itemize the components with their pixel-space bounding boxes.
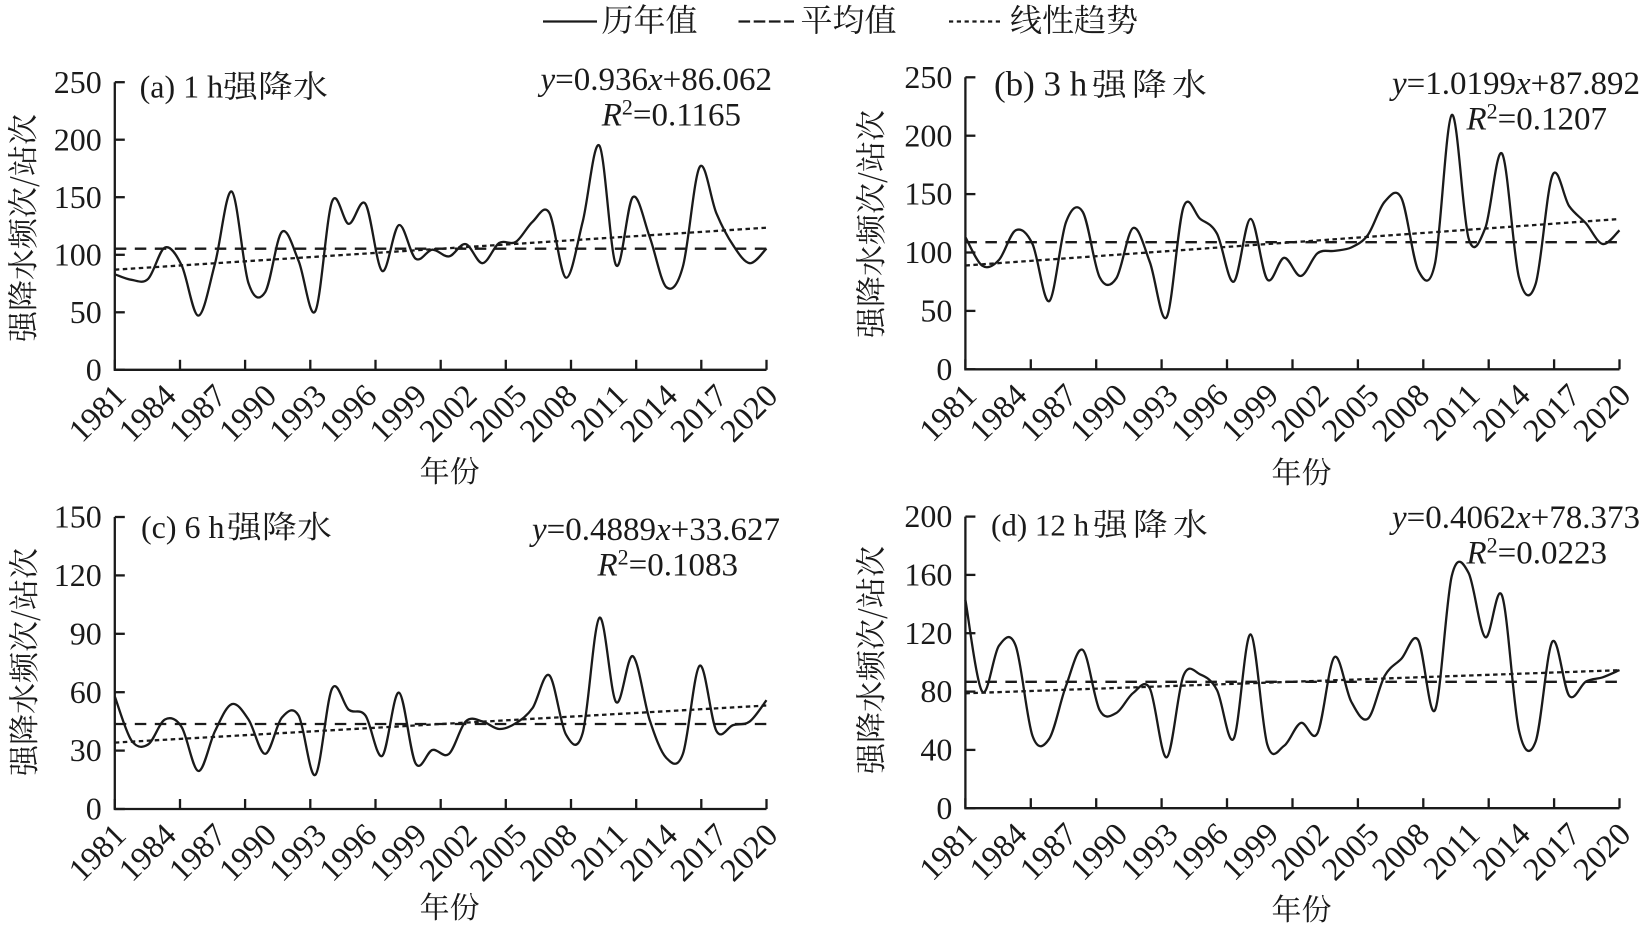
svg-text:250: 250 (54, 64, 102, 100)
svg-text:150: 150 (904, 176, 952, 212)
svg-text:50: 50 (70, 294, 102, 330)
svg-text:150: 150 (54, 179, 102, 215)
svg-text:R2=0.1165: R2=0.1165 (601, 95, 741, 134)
svg-text:150: 150 (54, 499, 102, 535)
svg-text:y=1.0199x+87.892: y=1.0199x+87.892 (1389, 66, 1640, 102)
svg-text:0: 0 (86, 791, 102, 827)
svg-text:y=0.4062x+78.373: y=0.4062x+78.373 (1389, 500, 1640, 536)
svg-text:160: 160 (904, 557, 952, 593)
svg-text:200: 200 (54, 121, 102, 157)
svg-text:120: 120 (904, 615, 952, 651)
svg-text:y=0.936x+86.062: y=0.936x+86.062 (537, 62, 772, 98)
svg-text:y=0.4889x+33.627: y=0.4889x+33.627 (529, 512, 780, 548)
svg-text:250: 250 (904, 59, 952, 95)
svg-text:200: 200 (904, 117, 952, 153)
svg-text:30: 30 (70, 732, 102, 768)
svg-text:0: 0 (936, 790, 952, 826)
svg-text:0: 0 (86, 351, 102, 387)
svg-text:(d) 12 h: (d) 12 h (991, 508, 1090, 543)
svg-text:80: 80 (920, 673, 952, 709)
svg-text:60: 60 (70, 674, 102, 710)
svg-text:R2=0.0223: R2=0.0223 (1465, 533, 1607, 572)
svg-text:(c) 6 h: (c) 6 h (141, 509, 225, 545)
svg-text:100: 100 (904, 234, 952, 270)
svg-text:(a) 1 h: (a) 1 h (140, 69, 224, 105)
svg-text:50: 50 (920, 293, 952, 329)
svg-text:100: 100 (54, 236, 102, 272)
svg-text:(b) 3 h: (b) 3 h (994, 65, 1088, 104)
svg-text:120: 120 (54, 557, 102, 593)
svg-text:200: 200 (904, 498, 952, 534)
svg-text:R2=0.1083: R2=0.1083 (596, 545, 738, 584)
svg-text:0: 0 (936, 351, 952, 387)
svg-text:R2=0.1207: R2=0.1207 (1465, 99, 1607, 138)
svg-text:40: 40 (920, 732, 952, 768)
svg-text:90: 90 (70, 615, 102, 651)
